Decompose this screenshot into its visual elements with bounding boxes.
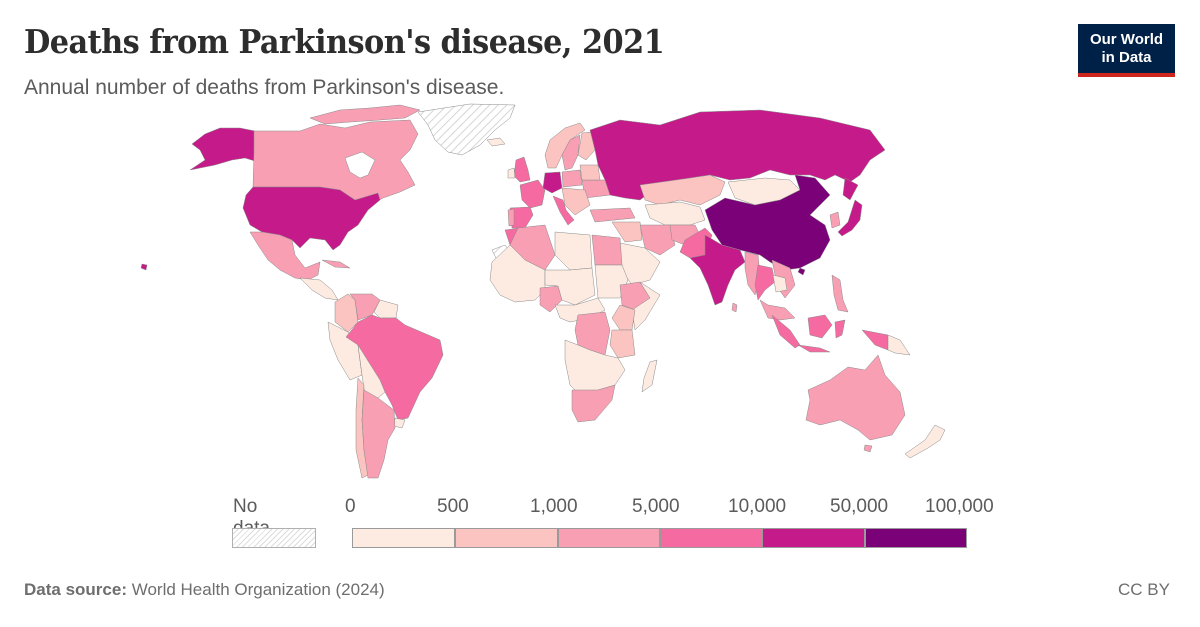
region-southern-africa[interactable] — [564, 339, 626, 396]
region-united-states[interactable] — [242, 186, 381, 251]
region-iran[interactable] — [639, 224, 676, 256]
region-japan[interactable] — [837, 199, 863, 237]
region-cuba[interactable] — [321, 259, 351, 269]
region-australia[interactable] — [805, 354, 906, 441]
legend-no-data-swatch[interactable] — [232, 528, 316, 548]
region-indonesia[interactable] — [771, 314, 801, 349]
region-germany[interactable] — [542, 171, 563, 194]
region-russia[interactable] — [589, 109, 886, 201]
region-tanzania[interactable] — [609, 329, 636, 359]
region-sri-lanka[interactable] — [731, 302, 738, 313]
region-papua-new-guinea[interactable] — [887, 334, 911, 356]
region-china[interactable] — [704, 174, 831, 271]
region-balkans[interactable] — [561, 187, 591, 216]
region-norway[interactable] — [544, 122, 586, 169]
legend-tick-5: 50,000 — [830, 496, 889, 517]
region-kazakhstan[interactable] — [639, 174, 726, 206]
chart-title: Deaths from Parkinson's disease, 2021 — [24, 22, 665, 61]
region-iraq-syria[interactable] — [611, 221, 643, 243]
region-indonesia-sulawesi[interactable] — [834, 319, 846, 339]
legend-bin-2[interactable] — [558, 528, 660, 548]
legend-tick-1: 500 — [437, 496, 469, 517]
region-canada-islands[interactable] — [309, 104, 421, 125]
region-united-kingdom[interactable] — [513, 156, 531, 183]
region-tasmania[interactable] — [863, 444, 873, 453]
region-portugal[interactable] — [507, 208, 515, 227]
region-korea[interactable] — [829, 211, 841, 229]
region-uruguay[interactable] — [393, 417, 406, 429]
region-belarus[interactable] — [579, 164, 601, 181]
region-new-zealand[interactable] — [904, 424, 946, 459]
region-laos-cambodia[interactable] — [772, 274, 788, 293]
license[interactable]: CC BY — [1118, 580, 1170, 599]
region-turkey[interactable] — [589, 207, 636, 223]
region-france[interactable] — [519, 179, 546, 209]
legend-tick-0: 0 — [345, 496, 356, 517]
legend-tick-4: 10,000 — [728, 496, 787, 517]
region-central-america[interactable] — [299, 277, 339, 301]
legend-tick-2: 1,000 — [530, 496, 578, 517]
region-kenya-uganda[interactable] — [611, 304, 636, 331]
region-alaska[interactable] — [189, 127, 263, 171]
data-source: Data source: World Health Organization (… — [24, 580, 385, 600]
region-hawaii[interactable] — [140, 263, 148, 271]
legend-bin-1[interactable] — [455, 528, 558, 548]
legend-bin-4[interactable] — [762, 528, 865, 548]
region-madagascar[interactable] — [641, 359, 658, 393]
world-map — [140, 103, 946, 479]
owid-logo[interactable]: Our World in Data — [1078, 24, 1175, 77]
region-central-asia[interactable] — [644, 201, 706, 226]
region-poland[interactable] — [561, 169, 583, 188]
legend-tick-3: 5,000 — [632, 496, 680, 517]
region-iceland[interactable] — [486, 137, 506, 147]
region-italy[interactable] — [552, 195, 575, 226]
region-egypt[interactable] — [591, 234, 623, 266]
logo-line-2: in Data — [1101, 48, 1152, 66]
region-russia-east[interactable] — [842, 177, 859, 201]
legend-bin-3[interactable] — [660, 528, 762, 548]
region-libya[interactable] — [554, 231, 593, 271]
data-source-label: Data source: — [24, 580, 127, 599]
hudson-bay — [344, 151, 376, 179]
region-greenland[interactable] — [417, 103, 516, 156]
legend-bin-5[interactable] — [865, 528, 967, 548]
data-source-text[interactable]: World Health Organization (2024) — [131, 580, 385, 599]
chart-subtitle: Annual number of deaths from Parkinson's… — [24, 76, 505, 99]
region-argentina[interactable] — [361, 389, 396, 479]
logo-line-1: Our World — [1089, 30, 1164, 48]
region-philippines[interactable] — [831, 274, 849, 313]
legend-bin-0[interactable] — [352, 528, 455, 548]
region-hainan[interactable] — [797, 267, 806, 276]
region-malaysia[interactable] — [759, 299, 796, 321]
region-indonesia-papua[interactable] — [861, 329, 889, 351]
region-indonesia-java[interactable] — [797, 344, 831, 353]
region-ireland[interactable] — [507, 167, 516, 179]
region-thailand[interactable] — [754, 264, 776, 301]
region-somalia[interactable] — [631, 281, 661, 331]
region-indonesia-borneo[interactable] — [807, 314, 833, 339]
region-india[interactable] — [689, 234, 746, 306]
region-south-africa[interactable] — [571, 384, 616, 423]
region-mexico[interactable] — [249, 231, 321, 281]
legend-tick-6: 100,000 — [925, 496, 994, 517]
